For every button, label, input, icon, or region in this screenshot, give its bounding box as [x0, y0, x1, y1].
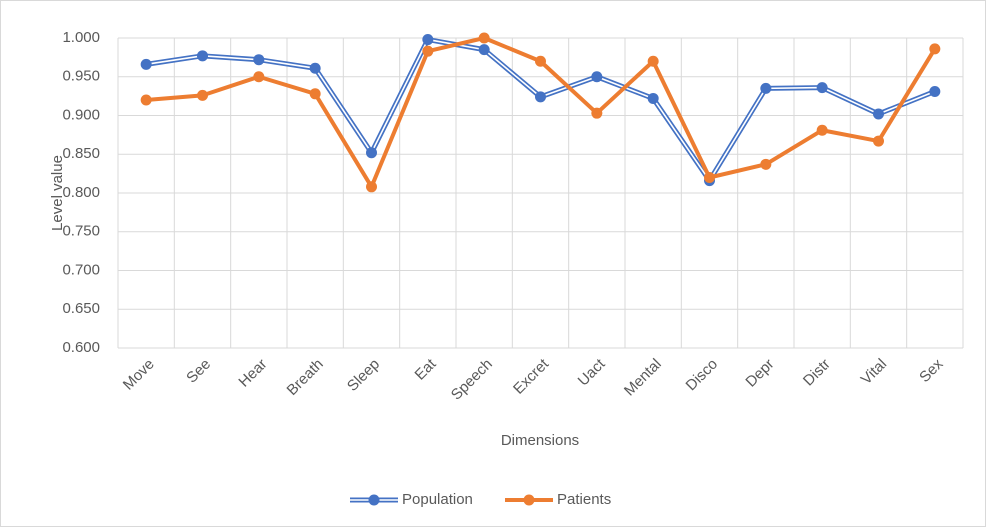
data-point [647, 92, 659, 104]
data-point [140, 94, 152, 106]
data-point [140, 58, 152, 70]
y-tick-label: 0.850 [62, 145, 100, 162]
legend-marker [523, 494, 535, 506]
data-point [422, 34, 434, 46]
y-tick-label: 0.800 [62, 184, 100, 201]
data-point [591, 71, 603, 83]
data-point [535, 91, 546, 103]
data-point [309, 88, 321, 100]
y-tick-label: 0.750 [62, 223, 100, 240]
x-axis-title: Dimensions [501, 432, 579, 449]
data-point [591, 107, 603, 119]
data-point [197, 50, 208, 62]
y-tick-label: 0.950 [62, 68, 100, 85]
data-point [478, 44, 490, 56]
data-point [816, 124, 828, 136]
data-point [366, 181, 377, 193]
legend-marker [368, 494, 380, 506]
data-point [873, 135, 884, 147]
data-point [309, 62, 321, 74]
data-point [647, 55, 659, 67]
data-point [929, 43, 941, 55]
data-point [535, 55, 546, 67]
data-point [760, 82, 772, 94]
y-tick-label: 0.650 [62, 300, 100, 317]
legend-label: Patients [557, 491, 611, 508]
data-point [478, 32, 490, 44]
y-tick-label: 0.700 [62, 261, 100, 278]
data-point [253, 54, 265, 66]
y-tick-label: 0.600 [62, 339, 100, 356]
legend-label: Population [402, 491, 473, 508]
data-point [197, 89, 208, 101]
y-tick-label: 0.900 [62, 106, 100, 123]
y-tick-label: 1.000 [62, 29, 100, 46]
data-point [760, 158, 772, 170]
data-point [366, 147, 377, 159]
data-point [873, 108, 884, 120]
data-point [816, 82, 828, 94]
data-point [929, 85, 941, 97]
data-point [422, 45, 434, 57]
y-axis-title: Level value [49, 155, 66, 231]
data-point [704, 172, 715, 183]
data-point [253, 71, 265, 83]
